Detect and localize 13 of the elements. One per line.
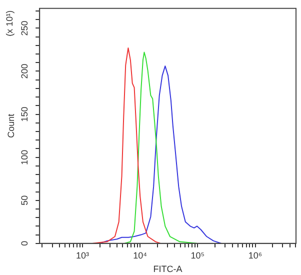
x-tick-label: 10⁴ bbox=[133, 250, 148, 260]
x-tick-label: 10⁶ bbox=[248, 250, 262, 260]
y-tick-label: 200 bbox=[20, 64, 30, 79]
y-tick-label: 150 bbox=[20, 106, 30, 122]
y-tick-label: 250 bbox=[20, 20, 30, 36]
x-tick-label: 10⁵ bbox=[190, 250, 205, 260]
y-tick-label: 100 bbox=[20, 150, 30, 165]
text: (x 10¹) bbox=[4, 10, 14, 36]
x-axis-title: FITC-A bbox=[153, 264, 182, 274]
y-axis-title: Count bbox=[6, 113, 16, 138]
x-tick-label: 10³ bbox=[76, 250, 89, 260]
y-tick-label: 50 bbox=[20, 195, 30, 206]
y-tick-label: 0 bbox=[20, 240, 30, 246]
